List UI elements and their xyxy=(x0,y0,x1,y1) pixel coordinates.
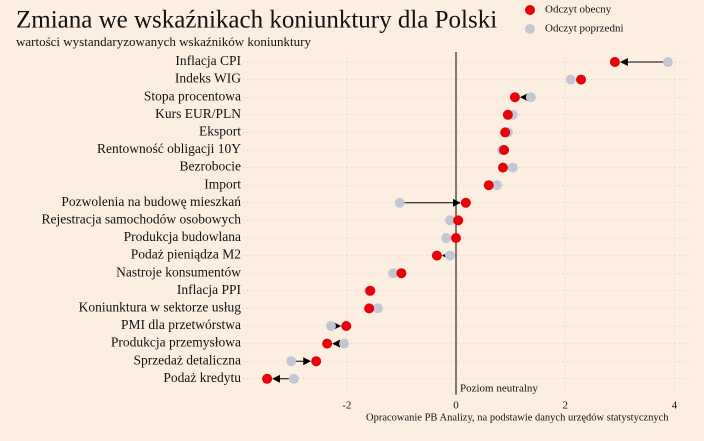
previous-dot xyxy=(372,303,383,314)
category-label: Nastroje konsumentów xyxy=(116,264,241,279)
current-dot xyxy=(483,180,494,191)
current-dot xyxy=(453,215,464,226)
category-label: Produkcja przemysłowa xyxy=(111,335,241,350)
legend-label: Odczyt poprzedni xyxy=(545,23,624,35)
category-label: Kurs EUR/PLN xyxy=(155,106,241,121)
current-dot xyxy=(509,92,520,103)
x-tick-label: 4 xyxy=(672,400,678,412)
category-label: Eksport xyxy=(199,123,241,138)
category-label: Inflacja PPI xyxy=(177,282,242,297)
legend-marker xyxy=(525,24,535,34)
current-dot xyxy=(497,162,508,173)
current-dot xyxy=(460,197,471,208)
current-dot xyxy=(576,74,587,85)
current-dot xyxy=(396,268,407,279)
current-dot xyxy=(500,127,511,138)
previous-dot xyxy=(441,233,452,243)
annotation: Poziom neutralny xyxy=(460,383,538,395)
source: Opracowanie PB Analizy, na podstawie dan… xyxy=(366,412,669,423)
previous-dot xyxy=(507,162,518,173)
category-label: Indeks WIG xyxy=(175,71,241,86)
previous-dot xyxy=(325,321,336,331)
current-dot xyxy=(451,233,461,243)
category-label: Sprzedaż detaliczna xyxy=(133,352,241,367)
previous-dot xyxy=(394,197,405,208)
previous-dot xyxy=(288,373,299,384)
x-tick-label: -2 xyxy=(342,400,351,412)
category-label: Import xyxy=(204,176,241,191)
legend-label: Odczyt obecny xyxy=(545,4,612,16)
previous-dot xyxy=(388,268,399,279)
category-label: PMI dla przetwórstwa xyxy=(121,317,241,332)
category-label: Bezrobocie xyxy=(180,159,241,174)
category-label: Stopa procentowa xyxy=(144,88,241,103)
current-dot xyxy=(431,250,442,261)
category-label: Inflacja CPI xyxy=(175,53,241,68)
previous-dot xyxy=(339,338,350,349)
current-dot xyxy=(364,303,375,314)
current-dot xyxy=(365,285,376,296)
chart-subtitle: wartości wystandaryzowanych wskaźników k… xyxy=(16,34,311,49)
category-label: Podaż kredytu xyxy=(163,370,241,385)
previous-dot xyxy=(662,57,673,67)
current-dot xyxy=(499,145,510,155)
category-label: Koniunktura w sektorze usług xyxy=(79,299,242,314)
category-label: Podaż pieniądza M2 xyxy=(131,247,241,262)
previous-dot xyxy=(444,250,455,261)
category-label: Rentowność obligacji 10Y xyxy=(97,141,241,156)
current-dot xyxy=(322,338,333,349)
current-dot xyxy=(341,321,352,331)
category-label: Produkcja budowlana xyxy=(124,229,241,244)
chart-title: Zmiana we wskaźnikach koniunktury dla Po… xyxy=(16,7,497,34)
current-dot xyxy=(262,373,273,384)
previous-dot xyxy=(525,92,536,103)
previous-dot xyxy=(565,74,576,85)
previous-dot xyxy=(444,215,455,226)
x-tick-label: 0 xyxy=(453,400,459,412)
legend-marker xyxy=(525,5,535,15)
previous-dot xyxy=(286,356,297,367)
current-dot xyxy=(502,109,513,120)
current-dot xyxy=(311,356,322,367)
category-label: Pozwolenia na budowę mieszkań xyxy=(61,194,241,209)
current-dot xyxy=(609,57,620,67)
x-tick-label: 2 xyxy=(562,400,568,412)
previous-dot xyxy=(491,180,502,191)
category-label: Rejestracja samochodów osobowych xyxy=(42,211,242,226)
